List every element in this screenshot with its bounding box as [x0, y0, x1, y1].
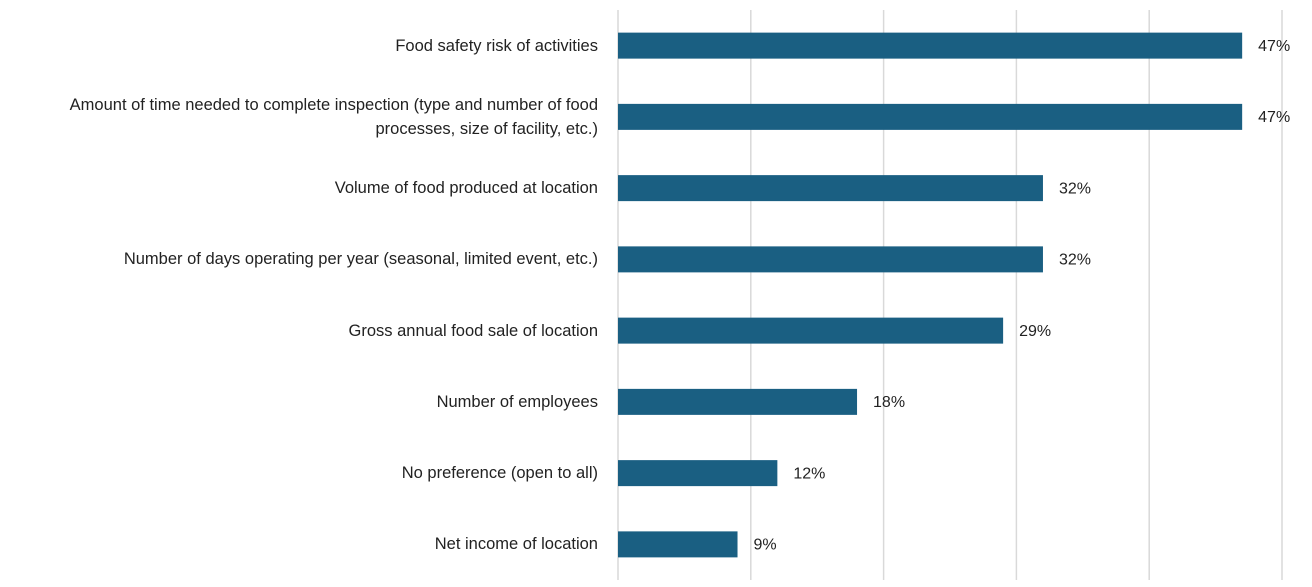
bar: [618, 388, 858, 415]
data-label: 32%: [1059, 180, 1091, 197]
y-tick-label: Gross annual food sale of location: [348, 321, 599, 340]
data-label: 47%: [1258, 109, 1290, 126]
data-label: 12%: [793, 465, 825, 482]
y-tick-label: Food safety risk of activities: [395, 36, 598, 55]
y-tick-label: Volume of food produced at location: [334, 179, 598, 198]
bar: [618, 531, 738, 558]
y-tick-label: No preference (open to all): [401, 464, 598, 483]
data-label: 47%: [1258, 38, 1290, 55]
bar: [618, 32, 1243, 59]
bar: [618, 175, 1043, 202]
y-tick-label: Number of days operating per year (seaso…: [123, 250, 598, 269]
bar: [618, 103, 1243, 130]
data-label: 29%: [1019, 323, 1051, 340]
y-tick-label: Net income of location: [434, 535, 598, 554]
bar: [618, 460, 778, 487]
y-tick-label: Number of employees: [436, 392, 598, 411]
bar: [618, 246, 1043, 273]
data-label: 9%: [754, 537, 777, 554]
data-label: 32%: [1059, 252, 1091, 269]
y-tick-label: Amount of time needed to complete inspec…: [69, 95, 598, 138]
bar: [618, 317, 1004, 344]
data-label: 18%: [873, 394, 905, 411]
